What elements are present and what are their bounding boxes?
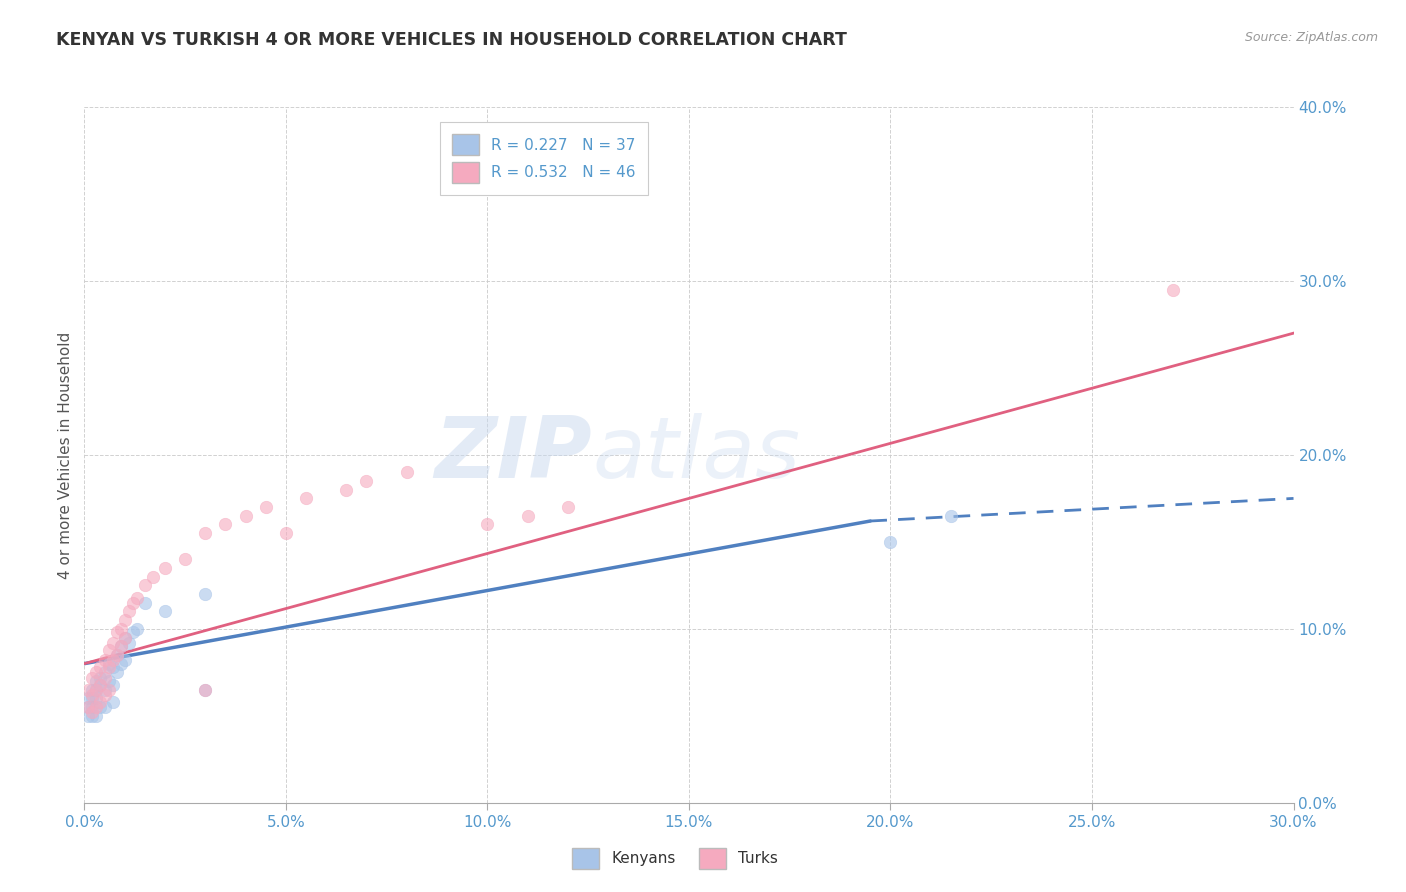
Point [86, 708, 108, 723]
Point [939, 508, 962, 523]
Point [101, 660, 124, 674]
Point [82, 700, 104, 714]
Point [97, 657, 120, 671]
Point [93, 653, 115, 667]
Text: atlas: atlas [592, 413, 800, 497]
Point [97, 642, 120, 657]
Text: Source: ZipAtlas.com: Source: ZipAtlas.com [1244, 31, 1378, 45]
Point [114, 631, 136, 645]
Point [110, 622, 132, 636]
Point [86, 682, 108, 697]
Point [295, 491, 318, 506]
Point [121, 596, 143, 610]
Point [93, 700, 115, 714]
Point [1161, 283, 1184, 297]
Point [125, 622, 148, 636]
Point [86, 665, 108, 680]
Point [93, 665, 115, 680]
Point [516, 508, 538, 523]
Point [89, 677, 111, 691]
Point [101, 636, 124, 650]
Point [89, 695, 111, 709]
Point [153, 605, 176, 619]
Point [82, 708, 104, 723]
Legend: R = 0.227   N = 37, R = 0.532   N = 46: R = 0.227 N = 37, R = 0.532 N = 46 [440, 121, 648, 195]
Point [105, 625, 128, 640]
Y-axis label: 4 or more Vehicles in Household: 4 or more Vehicles in Household [58, 331, 73, 579]
Point [93, 682, 115, 697]
Text: KENYAN VS TURKISH 4 OR MORE VEHICLES IN HOUSEHOLD CORRELATION CHART: KENYAN VS TURKISH 4 OR MORE VEHICLES IN … [56, 31, 846, 49]
Point [82, 682, 104, 697]
Point [118, 605, 141, 619]
Point [93, 688, 115, 702]
Point [101, 677, 124, 691]
Point [110, 639, 132, 653]
Point [214, 517, 236, 532]
Point [879, 534, 901, 549]
Point [86, 674, 108, 689]
Point [86, 700, 108, 714]
Point [105, 648, 128, 662]
Point [82, 706, 104, 720]
Point [395, 466, 418, 480]
Point [194, 682, 217, 697]
Point [82, 691, 104, 706]
Point [97, 660, 120, 674]
Point [101, 653, 124, 667]
Point [105, 648, 128, 662]
Point [89, 700, 111, 714]
Point [89, 677, 111, 691]
Point [93, 671, 115, 685]
Point [86, 691, 108, 706]
Point [153, 561, 176, 575]
Point [194, 682, 217, 697]
Point [77, 700, 100, 714]
Point [254, 500, 277, 514]
Point [335, 483, 357, 497]
Point [97, 682, 120, 697]
Point [77, 700, 100, 714]
Point [110, 657, 132, 671]
Point [86, 682, 108, 697]
Point [557, 500, 579, 514]
Point [82, 671, 104, 685]
Point [114, 631, 136, 645]
Text: ZIP: ZIP [434, 413, 592, 497]
Point [477, 517, 499, 532]
Point [125, 591, 148, 605]
Point [82, 688, 104, 702]
Point [114, 613, 136, 627]
Point [77, 708, 100, 723]
Point [105, 665, 128, 680]
Point [274, 526, 297, 541]
Point [114, 653, 136, 667]
Point [121, 625, 143, 640]
Point [134, 596, 156, 610]
Point [97, 674, 120, 689]
Point [77, 691, 100, 706]
Point [194, 526, 217, 541]
Legend: Kenyans, Turks: Kenyans, Turks [565, 841, 785, 875]
Point [174, 552, 197, 566]
Point [89, 671, 111, 685]
Point [235, 508, 257, 523]
Point [142, 570, 165, 584]
Point [77, 682, 100, 697]
Point [110, 639, 132, 653]
Point [101, 695, 124, 709]
Point [89, 660, 111, 674]
Point [194, 587, 217, 601]
Point [134, 578, 156, 592]
Point [356, 474, 378, 488]
Point [118, 636, 141, 650]
